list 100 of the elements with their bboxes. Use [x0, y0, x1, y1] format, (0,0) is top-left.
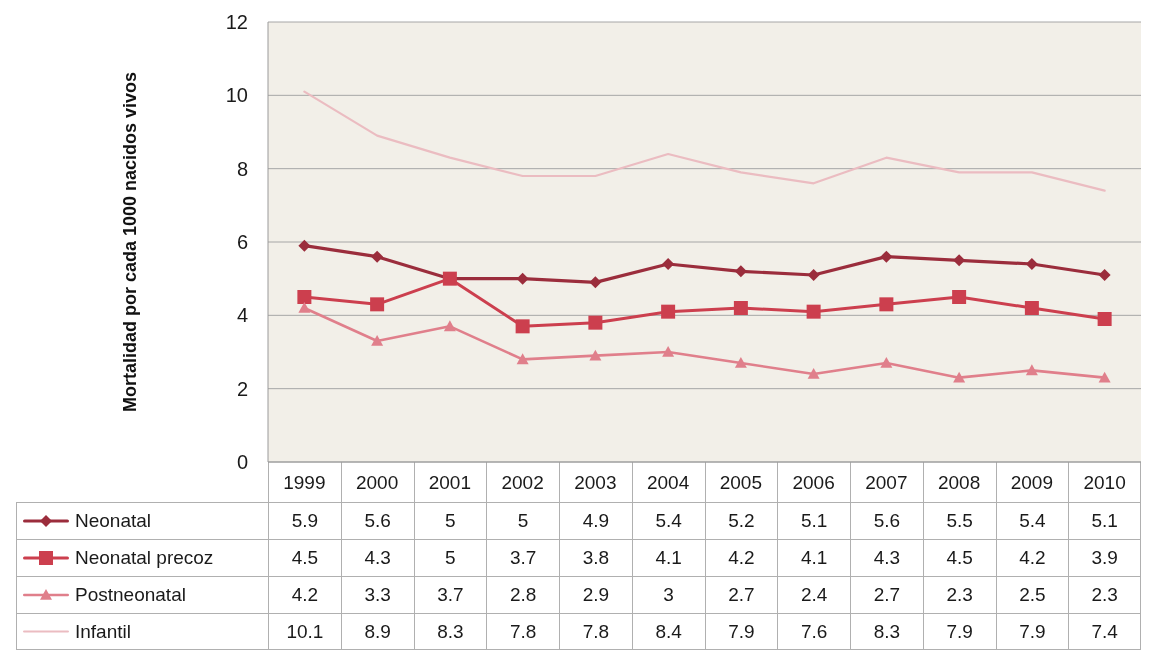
data-label: 8.3: [437, 620, 464, 643]
data-label: 5: [517, 510, 529, 532]
data-label: 4.9: [582, 510, 610, 532]
data-label: 7.9: [946, 620, 973, 643]
x-tick-label: 2008: [937, 472, 981, 494]
data-label: 5.4: [1019, 510, 1046, 532]
y-tick-label: 8: [236, 157, 248, 180]
point: [588, 315, 603, 330]
data-label: 7.8: [582, 620, 610, 643]
data-label: 7.8: [509, 620, 537, 643]
data-label: 4.1: [655, 547, 682, 569]
x-tick-label: 2004: [646, 472, 690, 494]
point: [589, 276, 602, 289]
data-label: 5.2: [728, 510, 755, 532]
y-tick-label: 0: [236, 451, 248, 474]
data-label: 3.7: [437, 584, 464, 606]
data-label: 5.1: [800, 510, 828, 532]
data-label: 3.8: [582, 547, 610, 569]
point: [298, 302, 311, 313]
point: [734, 265, 747, 278]
data-label: 5.5: [946, 510, 973, 532]
point: [371, 335, 384, 346]
data-label: 4.3: [873, 547, 901, 569]
point: [515, 319, 530, 334]
point: [661, 304, 676, 319]
data-label: 3: [663, 584, 674, 606]
data-label: 3.7: [509, 547, 537, 569]
data-label: 2.3: [1091, 584, 1118, 606]
point: [880, 357, 893, 368]
point: [1097, 312, 1112, 326]
data-label: 5: [445, 547, 456, 569]
point: [807, 368, 820, 379]
point: [516, 353, 529, 365]
data-label: 3.3: [364, 584, 391, 606]
data-label: 8.3: [873, 620, 901, 643]
data-label: 4.5: [946, 547, 973, 569]
data-label: 3.9: [1091, 547, 1118, 569]
legend-label: Infantil: [75, 620, 131, 643]
point: [371, 250, 384, 263]
point: [880, 250, 893, 263]
y-tick-label: 12: [225, 11, 248, 34]
data-label: 2.4: [800, 584, 828, 606]
data-label: 5.6: [364, 510, 391, 532]
data-label: 4.2: [291, 584, 319, 606]
point: [1098, 371, 1111, 383]
y-tick-label: 2: [236, 377, 248, 400]
legend-label: Postneonatal: [75, 584, 186, 606]
data-label: 10.1: [286, 620, 324, 643]
data-label: 4.2: [1019, 547, 1046, 569]
x-tick-label: 1999: [283, 472, 326, 494]
x-tick-label: 2003: [574, 472, 617, 494]
data-label: 2.7: [728, 584, 755, 606]
data-label: 5.9: [291, 510, 319, 532]
x-tick-label: 2009: [1010, 472, 1054, 494]
point: [298, 239, 311, 252]
data-label: 2.8: [509, 584, 537, 606]
point: [1024, 301, 1039, 315]
point: [1098, 269, 1111, 281]
legend-label: Neonatal precoz: [75, 547, 214, 569]
data-label: 2.3: [946, 584, 973, 606]
point: [806, 304, 821, 319]
x-tick-label: 2006: [792, 472, 835, 494]
data-label: 2.7: [873, 584, 901, 606]
data-label: 7.4: [1091, 620, 1118, 643]
data-label: 4.1: [800, 547, 828, 569]
x-tick-label: 2007: [865, 472, 908, 494]
point: [370, 297, 385, 312]
point: [807, 269, 820, 281]
point: [734, 357, 747, 368]
point: [1025, 364, 1038, 376]
x-tick-label: 2010: [1083, 472, 1126, 494]
data-label: 4.5: [291, 547, 319, 569]
x-tick-label: 2002: [501, 472, 544, 494]
data-label: 5.6: [873, 510, 901, 532]
data-label: 5: [445, 510, 456, 532]
data-label: 8.4: [655, 620, 682, 643]
legend-label: Neonatal: [75, 510, 152, 532]
x-tick-label: 2005: [719, 472, 763, 494]
x-tick-label: 2001: [428, 472, 472, 494]
line-series: [303, 90, 1106, 192]
point: [662, 346, 675, 357]
data-label: 7.6: [800, 620, 828, 643]
point: [879, 297, 894, 312]
point: [733, 301, 748, 315]
point: [297, 290, 312, 304]
data-label: 7.9: [728, 620, 755, 643]
y-axis-title: Mortalidad por cada 1000 nacidos vivos: [120, 71, 141, 413]
point: [953, 371, 966, 383]
data-label: 4.2: [728, 547, 755, 569]
data-label: 5.4: [655, 510, 682, 532]
point: [589, 349, 602, 361]
x-tick-label: 2000: [355, 472, 399, 494]
data-label: 7.9: [1019, 620, 1046, 643]
y-tick-label: 10: [225, 84, 248, 107]
data-label: 8.9: [364, 620, 391, 643]
data-label: 2.5: [1019, 584, 1046, 606]
data-label: 5.1: [1091, 510, 1118, 532]
data-label: 2.9: [582, 584, 610, 606]
y-tick-label: 4: [236, 304, 248, 327]
data-label: 4.3: [364, 547, 391, 569]
